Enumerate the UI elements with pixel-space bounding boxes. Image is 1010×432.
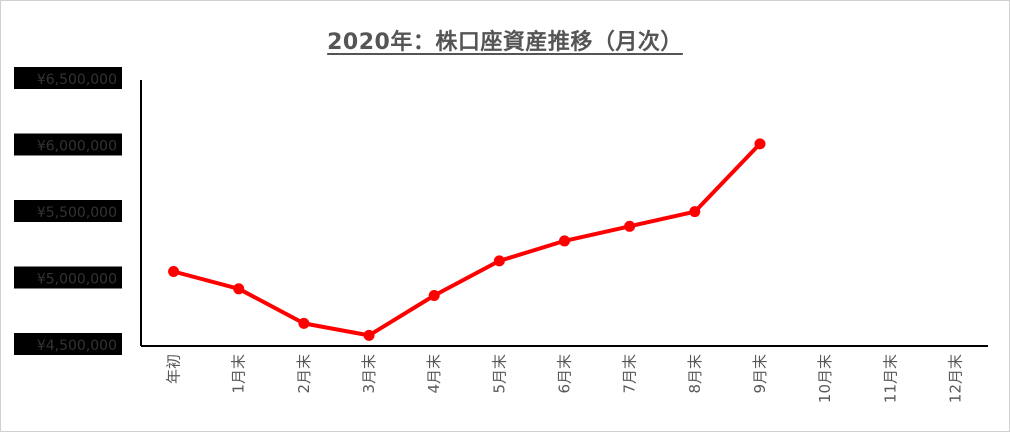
data-point [624,220,636,232]
data-point [559,235,570,247]
x-tick-label: 4月末 [425,354,443,394]
x-tick-label: 12月末 [946,354,964,403]
chart-title: 2020年：株口座資産推移（月次） [327,30,683,55]
data-point [233,283,245,295]
y-tick-label: ¥6,500,000 [37,72,117,88]
data-point [428,289,440,301]
y-tick-label-bg [14,200,122,222]
x-tick-label: 2月末 [295,354,313,394]
x-tick-label: 3月末 [360,354,378,394]
x-tick-label: 8月末 [686,354,704,394]
y-tick-label-bg [14,333,122,355]
data-point [689,206,701,218]
data-point [754,138,766,150]
x-tick-label: 5月末 [490,354,508,394]
series-points [168,138,766,341]
series-line [173,142,762,338]
data-point [363,329,375,341]
y-tick-label-bg [14,133,122,156]
y-tick-label: ¥5,000,000 [37,272,117,288]
x-tick-label: 10月末 [816,354,834,403]
y-tick-label-bg [14,266,122,289]
x-tick-label: 9月末 [751,354,769,394]
x-tick-label: 年初 [165,354,183,384]
x-tick-label: 11月末 [881,354,899,403]
data-point [168,266,180,278]
data-point [493,255,505,267]
y-tick-label-bg [14,67,122,89]
data-point [298,317,310,329]
x-tick-label: 1月末 [230,354,248,394]
y-tick-label: ¥6,000,000 [37,139,117,155]
y-tick-label: ¥4,500,000 [37,338,117,354]
y-tick-label: ¥5,500,000 [37,205,117,221]
y-axis-ticks: ¥4,500,000 ¥5,000,000 ¥5,500,000 ¥6,000,000… [14,67,122,355]
x-tick-label: 6月末 [556,354,574,394]
x-tick-label: 7月末 [621,354,639,394]
x-axis-ticks: 年初 1月末 2月末 3月末 4月末 5月末 6月末 7月末 8月末 9月末 10月末 11月末 12月… [165,354,965,403]
